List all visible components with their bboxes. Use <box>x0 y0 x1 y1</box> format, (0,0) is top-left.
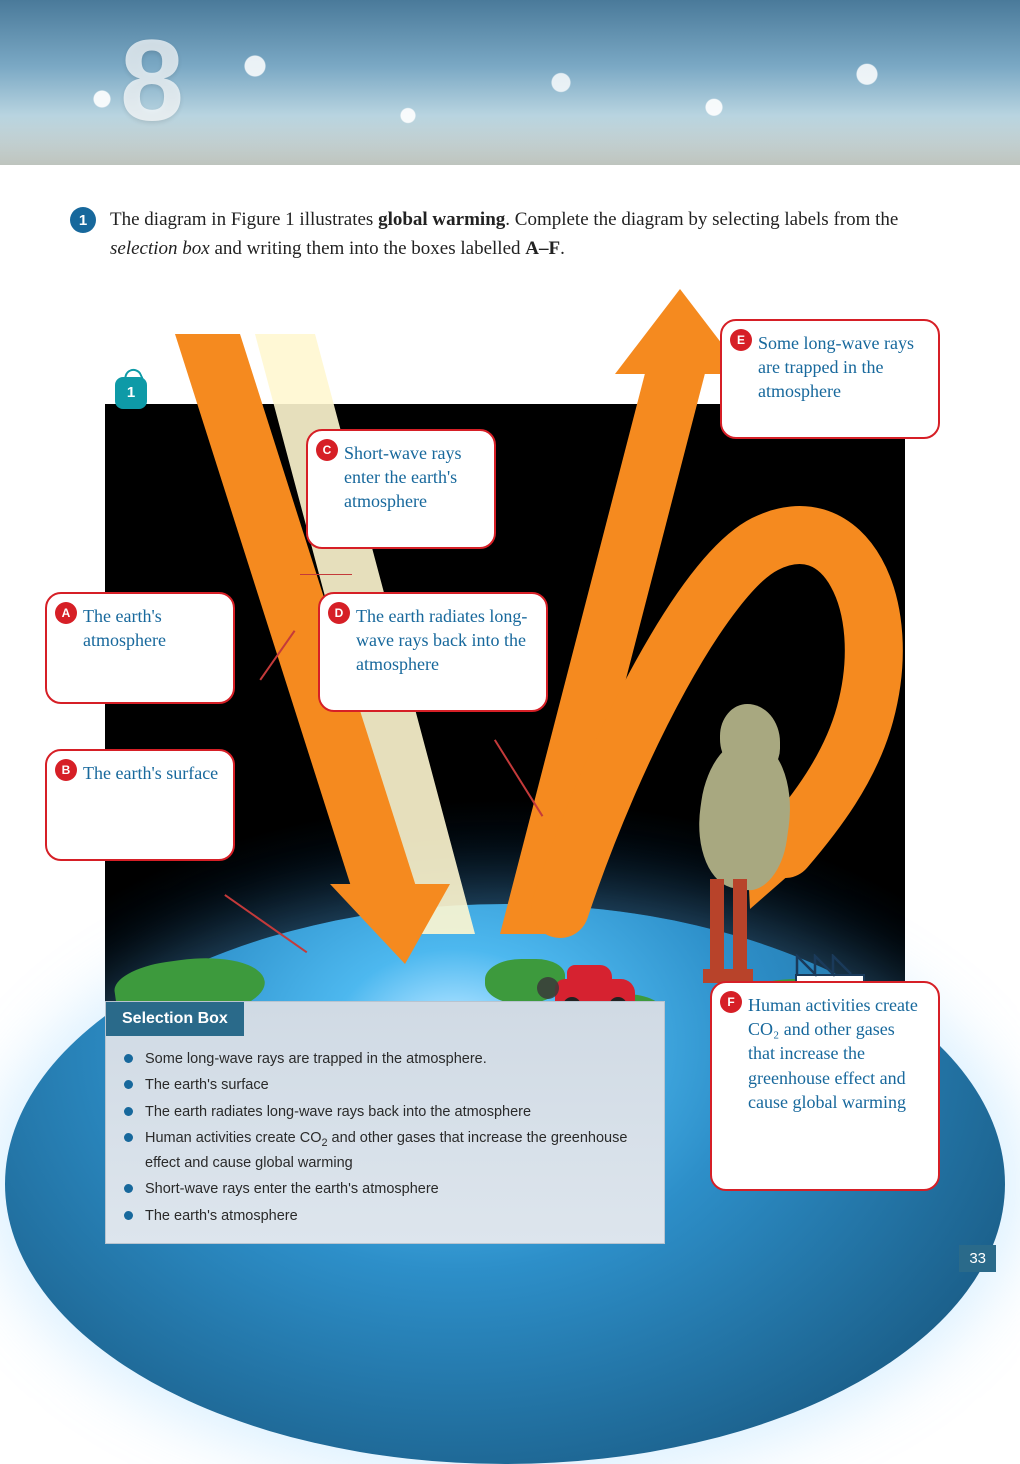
label-text: The earth radiates long-wave rays back i… <box>356 604 532 677</box>
label-text: Short-wave rays enter the earth's atmosp… <box>344 441 480 514</box>
label-box-a[interactable]: A The earth's atmosphere <box>45 592 235 704</box>
q-bold: global warming <box>378 209 505 230</box>
car-exhaust <box>537 977 559 999</box>
bullet-icon <box>124 1054 133 1063</box>
label-text: Some long-wave rays are trapped in the a… <box>758 331 924 404</box>
chimney <box>733 879 747 974</box>
label-badge: F <box>720 991 742 1013</box>
label-badge: B <box>55 759 77 781</box>
label-text: The earth's surface <box>83 761 219 785</box>
label-badge: A <box>55 602 77 624</box>
q-part: The diagram in Figure 1 illustrates <box>110 209 378 230</box>
question-row: 1 The diagram in Figure 1 illustrates gl… <box>0 165 1020 284</box>
label-box-c[interactable]: C Short-wave rays enter the earth's atmos… <box>306 429 496 549</box>
label-badge: D <box>328 602 350 624</box>
bullet-icon <box>124 1080 133 1089</box>
connector-line <box>300 574 352 576</box>
figure-marker-number: 1 <box>127 384 135 401</box>
figure-marker-icon: 1 <box>115 377 147 409</box>
label-text: The earth's atmosphere <box>83 604 219 653</box>
selection-item: Some long-wave rays are trapped in the a… <box>124 1046 646 1072</box>
selection-list: Some long-wave rays are trapped in the a… <box>106 1036 664 1244</box>
selection-item-text: Some long-wave rays are trapped in the a… <box>145 1048 487 1070</box>
selection-item: The earth radiates long-wave rays back i… <box>124 1099 646 1125</box>
selection-item: Human activities create CO2 and other ga… <box>124 1125 646 1176</box>
label-box-b[interactable]: B The earth's surface <box>45 749 235 861</box>
label-badge: E <box>730 329 752 351</box>
chimney <box>710 879 724 974</box>
selection-item: The earth's atmosphere <box>124 1203 646 1229</box>
bullet-icon <box>124 1184 133 1193</box>
selection-item-text: Short-wave rays enter the earth's atmosp… <box>145 1178 439 1200</box>
bullet-icon <box>124 1211 133 1220</box>
q-part: . Complete the diagram by selecting labe… <box>505 209 898 230</box>
question-number-badge: 1 <box>70 207 96 233</box>
question-text: The diagram in Figure 1 illustrates glob… <box>110 205 950 264</box>
selection-item-text: The earth's surface <box>145 1074 269 1096</box>
bullet-icon <box>124 1107 133 1116</box>
diagram-area: 1 AThe earth's atmosphereBThe earth's su… <box>70 309 950 1239</box>
selection-item-text: The earth's atmosphere <box>145 1205 298 1227</box>
selection-item: Short-wave rays enter the earth's atmosp… <box>124 1176 646 1202</box>
q-part: and writing them into the boxes labelled <box>210 238 526 259</box>
selection-box-title: Selection Box <box>106 1002 244 1036</box>
chapter-number: 8 <box>120 15 184 147</box>
label-badge: C <box>316 439 338 461</box>
q-part: . <box>560 238 565 259</box>
label-box-e[interactable]: E Some long-wave rays are trapped in the … <box>720 319 940 439</box>
q-bold: A–F <box>525 238 560 259</box>
selection-box: Selection Box Some long-wave rays are tr… <box>105 1001 665 1245</box>
selection-item-text: Human activities create CO2 and other ga… <box>145 1127 646 1174</box>
bullet-icon <box>124 1133 133 1142</box>
page-number: 33 <box>959 1245 996 1272</box>
selection-item: The earth's surface <box>124 1072 646 1098</box>
label-box-d[interactable]: D The earth radiates long-wave rays back … <box>318 592 548 712</box>
chapter-header-banner: 8 <box>0 0 1020 165</box>
question-number: 1 <box>79 212 87 229</box>
selection-item-text: The earth radiates long-wave rays back i… <box>145 1101 531 1123</box>
q-italic: selection box <box>110 238 210 259</box>
label-box-f[interactable]: F Human activities create CO₂ and other g… <box>710 981 940 1191</box>
label-text: Human activities create CO₂ and other ga… <box>748 993 924 1114</box>
